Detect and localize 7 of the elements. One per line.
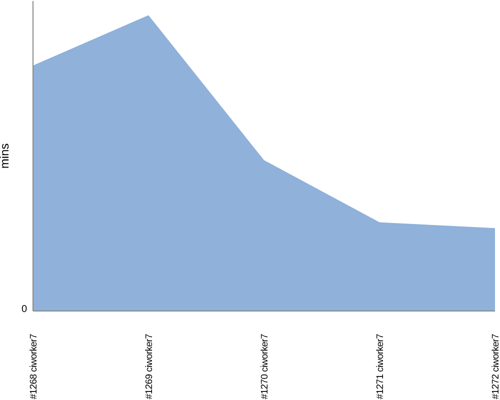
- y-axis-title: mins: [0, 143, 12, 169]
- x-tick-label: #1268 ciworker7: [28, 334, 40, 400]
- x-tick-label: #1269 ciworker7: [144, 334, 155, 400]
- x-tick-label: #1270 ciworker7: [260, 334, 270, 400]
- x-tick-label: #1272 ciworker7: [490, 334, 500, 400]
- x-tick-label: #1271 ciworker7: [375, 334, 386, 400]
- text: 0: [21, 304, 27, 316]
